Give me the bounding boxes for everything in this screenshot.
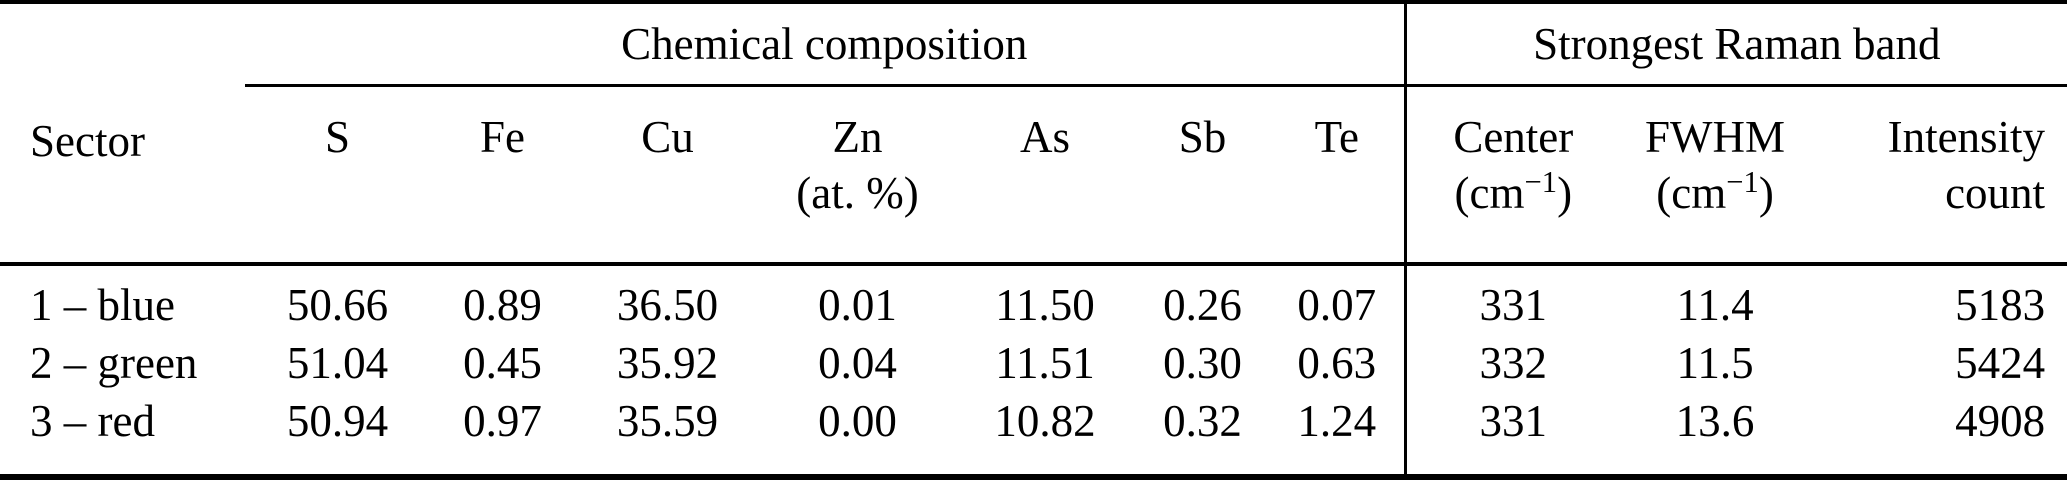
cell-raman-intensity: 5424 [1955, 338, 2046, 388]
unit-superscript: −1 [1726, 165, 1759, 199]
column-header-sb: Sb [1135, 84, 1270, 264]
unit-close: ) [1758, 168, 1774, 218]
column-header-center-label: Center [1453, 112, 1574, 162]
cell-te: 0.63 [1297, 338, 1377, 388]
table-row-sector-1-blue: 1 – blue 50.66 0.89 36.50 0.01 11.50 0.2… [0, 262, 2067, 334]
column-header-sb-label: Sb [1178, 112, 1227, 162]
cell-zn: 0.01 [760, 262, 955, 334]
table-body: 1 – blue 50.66 0.89 36.50 0.01 11.50 0.2… [0, 262, 2067, 477]
column-header-fwhm-unit: (cm−1) [1620, 165, 1810, 221]
column-header-intensity-label: Intensity [1887, 112, 2046, 162]
column-header-zn-label: Zn [832, 112, 883, 162]
unit-open: (cm [1656, 168, 1727, 218]
column-header-cu-label: Cu [641, 112, 694, 162]
cell-as: 11.51 [995, 338, 1095, 388]
column-header-zn-unit: (at. %) [796, 168, 919, 218]
cell-sector: 2 – green [30, 338, 198, 388]
cell-fe: 0.89 [430, 262, 575, 334]
cell-raman-fwhm: 11.4 [1620, 262, 1811, 334]
column-header-intensity-sub: count [1945, 168, 2046, 218]
column-header-zn: Zn (at. %) [760, 84, 955, 264]
column-header-te: Te [1270, 84, 1406, 264]
cell-raman-center: 331 [1403, 262, 1621, 334]
cell-fe: 0.45 [463, 338, 542, 388]
cell-zn: 0.04 [818, 338, 897, 388]
cell-sb: 0.32 [1163, 396, 1242, 446]
group-header-row: Sector Chemical composition Strongest Ra… [0, 2, 2067, 166]
column-header-s-label: S [324, 112, 351, 162]
column-header-cu: Cu [575, 84, 760, 264]
column-header-center-unit: (cm−1) [1407, 165, 1621, 221]
column-header-row: S Fe Cu Zn (at. %) As Sb Te Center [0, 84, 2067, 264]
cell-fe: 0.97 [463, 396, 542, 446]
group-header-chemical-composition: Chemical composition [621, 19, 1028, 69]
cell-zn: 0.00 [818, 396, 897, 446]
unit-superscript: −1 [1524, 165, 1558, 199]
column-header-center: Center (cm−1) [1403, 84, 1621, 264]
column-header-fe: Fe [430, 84, 575, 264]
column-header-intensity: Intensity count [1810, 84, 2067, 264]
column-header-as: As [955, 84, 1135, 264]
cell-s: 50.94 [286, 396, 389, 446]
cell-te: 1.24 [1297, 396, 1377, 446]
cell-cu: 35.59 [616, 396, 719, 446]
cell-as: 10.82 [994, 396, 1096, 446]
cell-cu: 35.92 [616, 338, 719, 388]
cell-raman-center: 331 [1403, 392, 1621, 477]
cell-sector: 1 – blue [0, 262, 245, 334]
group-header-strongest-raman-band: Strongest Raman band [1403, 2, 2067, 86]
column-header-fe-label: Fe [480, 112, 525, 162]
cell-s: 50.66 [245, 262, 430, 334]
cell-cu: 36.50 [575, 262, 760, 334]
column-header-fwhm: FWHM (cm−1) [1620, 84, 1811, 264]
unit-open: (cm [1454, 168, 1525, 218]
cell-raman-center: 332 [1403, 334, 1621, 392]
unit-close: ) [1557, 168, 1573, 218]
column-header-as-label: As [1019, 112, 1070, 162]
column-header-sector: Sector [30, 116, 145, 166]
table-row-sector-3-red: 3 – red 50.94 0.97 35.59 0.00 10.82 0.32… [0, 392, 2067, 477]
column-header-s: S [245, 84, 430, 264]
table-row-sector-2-green: 2 – green 51.04 0.45 35.92 0.04 11.51 0.… [0, 334, 2067, 392]
cell-s: 51.04 [286, 338, 389, 388]
table-header: Sector Chemical composition Strongest Ra… [0, 2, 2067, 264]
cell-sector: 3 – red [30, 396, 155, 446]
cell-sb: 0.26 [1135, 262, 1270, 334]
column-header-te-label: Te [1314, 112, 1359, 162]
cell-raman-intensity: 4908 [1955, 396, 2046, 446]
cell-sb: 0.30 [1163, 338, 1242, 388]
cell-as: 11.50 [955, 262, 1135, 334]
cell-raman-fwhm: 13.6 [1675, 396, 1755, 446]
cell-raman-fwhm: 11.5 [1676, 338, 1754, 388]
cell-te: 0.07 [1270, 262, 1406, 334]
cell-raman-intensity: 5183 [1810, 262, 2067, 334]
column-header-fwhm-label: FWHM [1645, 112, 1786, 162]
